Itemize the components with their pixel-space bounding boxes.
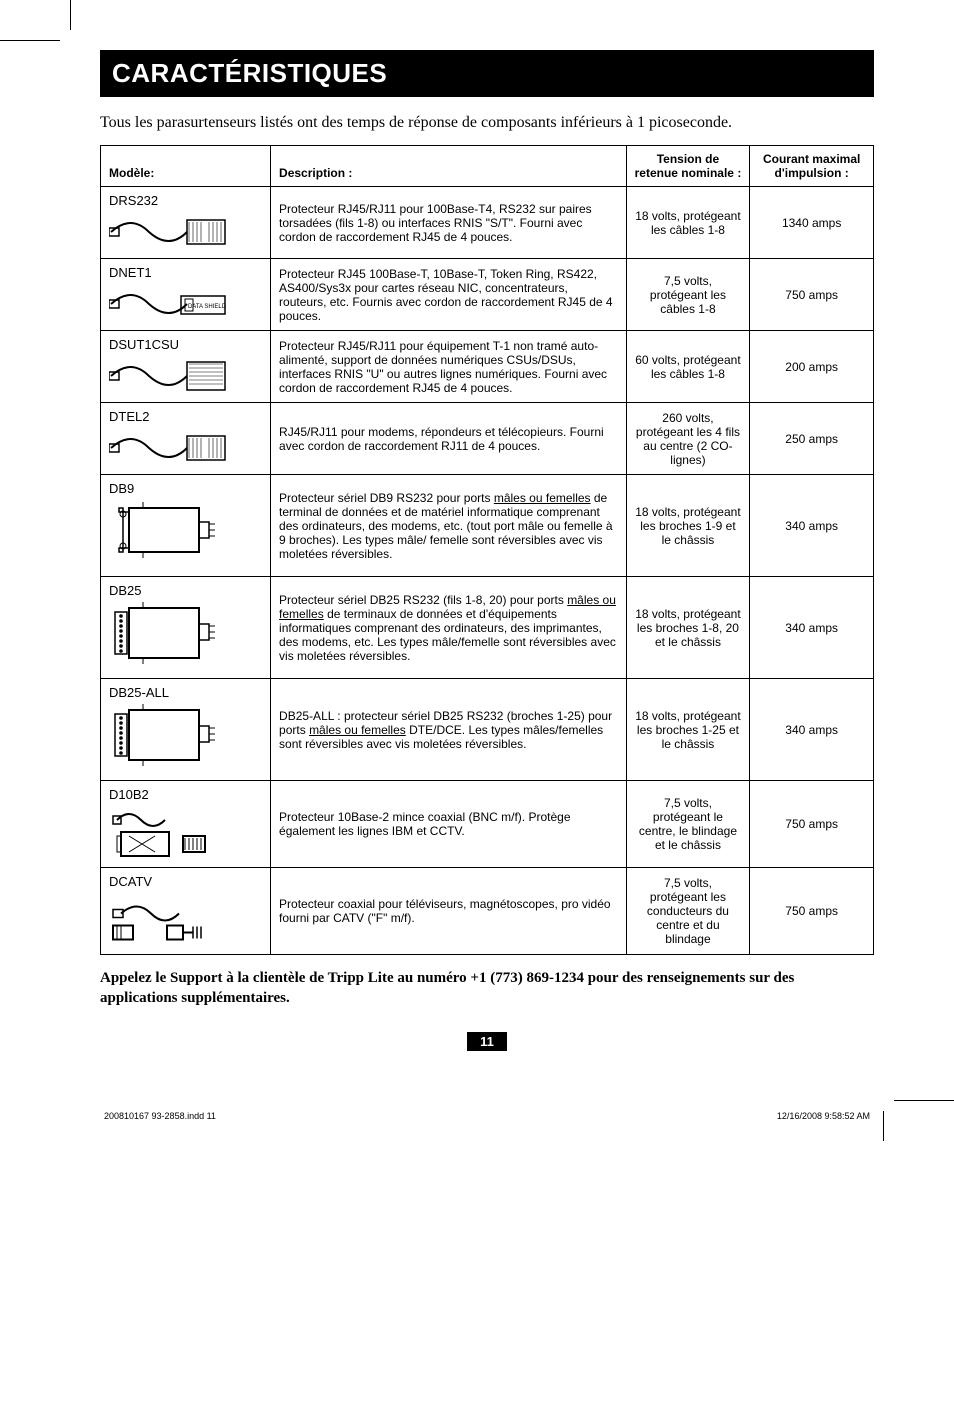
product-glyph-icon bbox=[109, 500, 229, 570]
cell-model: D10B2 bbox=[101, 781, 271, 868]
cell-current: 200 amps bbox=[750, 331, 874, 403]
cell-current: 750 amps bbox=[750, 868, 874, 955]
crop-mark bbox=[70, 0, 71, 30]
crop-mark bbox=[883, 1111, 884, 1141]
cell-model: DCATV bbox=[101, 868, 271, 955]
model-label: DB9 bbox=[109, 481, 262, 496]
cell-voltage: 260 volts, protégeant les 4 fils au cent… bbox=[626, 403, 750, 475]
table-row: DB9 Protecteur sériel DB9 RS232 pour port… bbox=[101, 475, 874, 577]
cell-voltage: 7,5 volts, protégeant le centre, le blin… bbox=[626, 781, 750, 868]
table-row: DCATV Protecteur coaxial pour téléviseurs… bbox=[101, 868, 874, 955]
cell-model: DTEL2 bbox=[101, 403, 271, 475]
cell-voltage: 18 volts, protégeant les broches 1-9 et … bbox=[626, 475, 750, 577]
cell-model: DRS232 bbox=[101, 187, 271, 259]
cell-description: Protecteur RJ45/RJ11 pour 100Base-T4, RS… bbox=[271, 187, 627, 259]
model-label: DTEL2 bbox=[109, 409, 262, 424]
table-header-row: Modèle: Description : Tension de retenue… bbox=[101, 146, 874, 187]
page: CARACTÉRISTIQUES Tous les parasurtenseur… bbox=[0, 0, 954, 1141]
cell-description: Protecteur RJ45/RJ11 pour équipement T-1… bbox=[271, 331, 627, 403]
cell-voltage: 7,5 volts, protégeant les conducteurs du… bbox=[626, 868, 750, 955]
cell-current: 340 amps bbox=[750, 475, 874, 577]
footer-left: 200810167 93-2858.indd 11 bbox=[104, 1111, 216, 1121]
model-label: DSUT1CSU bbox=[109, 337, 262, 352]
model-label: DCATV bbox=[109, 874, 262, 889]
table-row: DTEL2 RJ45/RJ11 pour modems, répondeurs e… bbox=[101, 403, 874, 475]
table-row: D10B2 Protecteur 10Base-2 mince coaxial (… bbox=[101, 781, 874, 868]
crop-mark bbox=[0, 40, 60, 41]
model-label: D10B2 bbox=[109, 787, 262, 802]
model-label: DB25-ALL bbox=[109, 685, 262, 700]
cell-current: 1340 amps bbox=[750, 187, 874, 259]
table-row: DSUT1CSU Protecteur RJ45/RJ11 pour équipe… bbox=[101, 331, 874, 403]
crop-mark bbox=[894, 1100, 954, 1101]
cell-voltage: 7,5 volts, protégeant les câbles 1-8 bbox=[626, 259, 750, 331]
table-row: DNET1 Protecteur RJ45 100Base-T, 10Base-T… bbox=[101, 259, 874, 331]
th-description: Description : bbox=[271, 146, 627, 187]
footer-meta: 200810167 93-2858.indd 11 12/16/2008 9:5… bbox=[100, 1111, 874, 1121]
product-glyph-icon bbox=[109, 428, 229, 468]
cell-model: DNET1 bbox=[101, 259, 271, 331]
cell-voltage: 60 volts, protégeant les câbles 1-8 bbox=[626, 331, 750, 403]
cell-voltage: 18 volts, protégeant les broches 1-8, 20… bbox=[626, 577, 750, 679]
th-model: Modèle: bbox=[101, 146, 271, 187]
cell-description: Protecteur sériel DB25 RS232 (fils 1-8, … bbox=[271, 577, 627, 679]
table-row: DRS232 Protecteur RJ45/RJ11 pour 100Base-… bbox=[101, 187, 874, 259]
section-title: CARACTÉRISTIQUES bbox=[100, 50, 874, 97]
cell-description: RJ45/RJ11 pour modems, répondeurs et tél… bbox=[271, 403, 627, 475]
cell-model: DB25 bbox=[101, 577, 271, 679]
cell-current: 750 amps bbox=[750, 259, 874, 331]
product-glyph-icon bbox=[109, 602, 229, 672]
model-label: DNET1 bbox=[109, 265, 262, 280]
cell-description: DB25-ALL : protecteur sériel DB25 RS232 … bbox=[271, 679, 627, 781]
footer-right: 12/16/2008 9:58:52 AM bbox=[777, 1111, 870, 1121]
product-glyph-icon bbox=[109, 284, 229, 324]
product-glyph-icon bbox=[109, 356, 229, 396]
cell-current: 750 amps bbox=[750, 781, 874, 868]
spec-table: Modèle: Description : Tension de retenue… bbox=[100, 145, 874, 955]
cell-description: Protecteur 10Base-2 mince coaxial (BNC m… bbox=[271, 781, 627, 868]
product-glyph-icon bbox=[109, 704, 229, 774]
product-glyph-icon bbox=[109, 893, 229, 948]
cell-current: 340 amps bbox=[750, 577, 874, 679]
th-voltage: Tension de retenue nominale : bbox=[626, 146, 750, 187]
page-number: 11 bbox=[467, 1032, 507, 1051]
cell-model: DB9 bbox=[101, 475, 271, 577]
table-row: DB25-ALL DB25-ALL : protecteur sériel DB2… bbox=[101, 679, 874, 781]
cell-model: DSUT1CSU bbox=[101, 331, 271, 403]
cell-description: Protecteur sériel DB9 RS232 pour ports m… bbox=[271, 475, 627, 577]
product-glyph-icon bbox=[109, 212, 229, 252]
product-glyph-icon bbox=[109, 806, 229, 861]
th-current: Courant maximal d'impulsion : bbox=[750, 146, 874, 187]
cell-voltage: 18 volts, protégeant les broches 1-25 et… bbox=[626, 679, 750, 781]
model-label: DRS232 bbox=[109, 193, 262, 208]
footnote: Appelez le Support à la clientèle de Tri… bbox=[100, 969, 874, 1008]
model-label: DB25 bbox=[109, 583, 262, 598]
cell-model: DB25-ALL bbox=[101, 679, 271, 781]
cell-description: Protecteur RJ45 100Base-T, 10Base-T, Tok… bbox=[271, 259, 627, 331]
cell-description: Protecteur coaxial pour téléviseurs, mag… bbox=[271, 868, 627, 955]
cell-current: 340 amps bbox=[750, 679, 874, 781]
cell-current: 250 amps bbox=[750, 403, 874, 475]
intro-text: Tous les parasurtenseurs listés ont des … bbox=[100, 113, 874, 133]
cell-voltage: 18 volts, protégeant les câbles 1-8 bbox=[626, 187, 750, 259]
table-row: DB25 Protecteur sériel DB25 RS232 (fils 1… bbox=[101, 577, 874, 679]
